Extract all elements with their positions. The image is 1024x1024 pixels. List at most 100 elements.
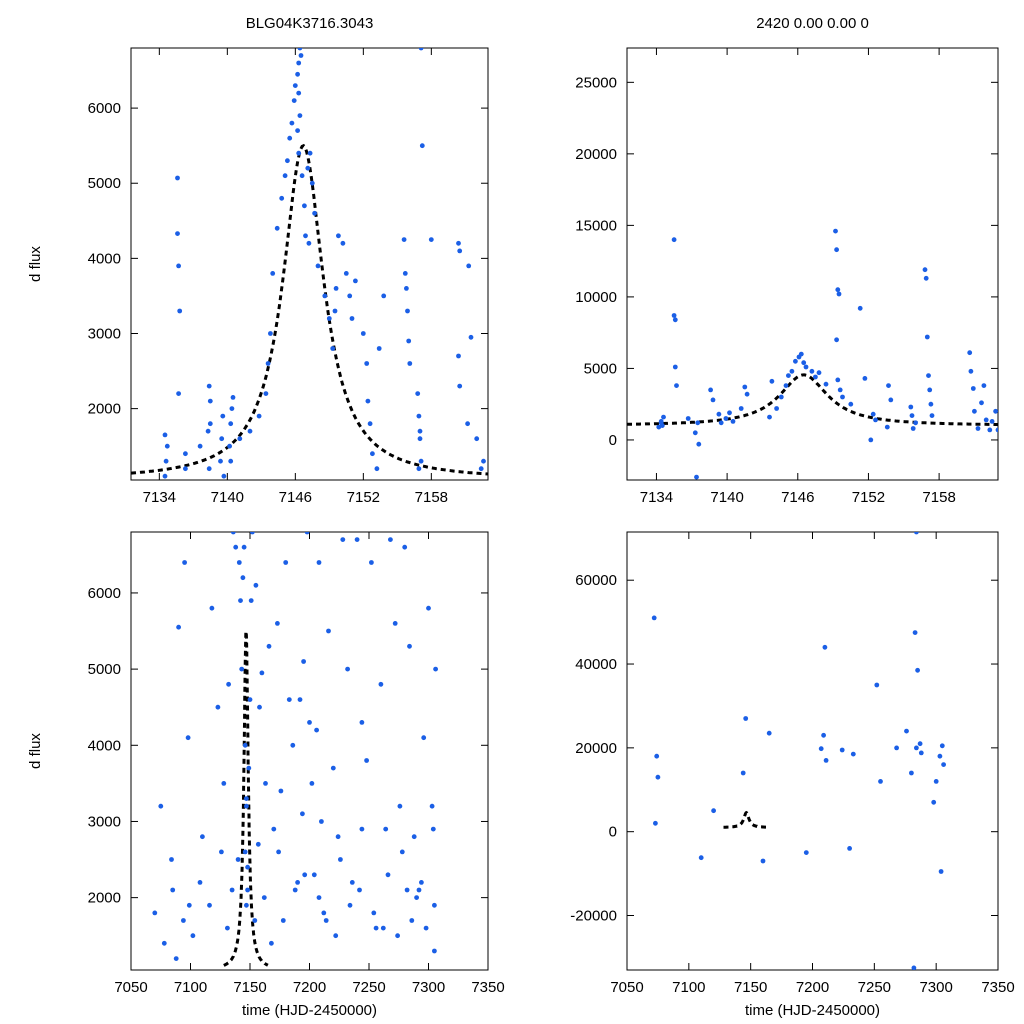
y-tick-label: 25000 <box>575 74 617 91</box>
data-point <box>850 751 856 757</box>
data-point <box>303 233 308 239</box>
data-point <box>478 466 484 472</box>
data-point <box>200 834 205 840</box>
data-point <box>175 175 180 181</box>
data-point <box>941 762 946 767</box>
data-point <box>740 770 746 776</box>
data-point <box>970 386 976 391</box>
data-point <box>967 350 973 356</box>
y-tick-label: 20000 <box>575 740 617 757</box>
data-point <box>862 376 868 381</box>
y-tick-label: 3000 <box>88 813 121 830</box>
data-point <box>654 753 660 759</box>
plot-frame <box>626 47 999 481</box>
x-tick-label: 7050 <box>610 979 643 996</box>
data-point <box>417 436 423 442</box>
data-point <box>402 271 408 276</box>
panel-bottom-left: 7050 7100 7150 7200 7250 7300 7350 2000 3000 4000… <box>27 531 505 1019</box>
data-point <box>282 173 288 179</box>
data-point <box>910 426 916 431</box>
data-point <box>931 799 937 805</box>
y-tick-label: 6000 <box>88 100 121 117</box>
data-point <box>671 237 677 243</box>
data-point <box>457 248 463 254</box>
data-point <box>374 466 380 472</box>
data-point <box>292 887 298 893</box>
y-tick-label: -20000 <box>570 908 617 925</box>
data-point <box>888 397 894 403</box>
data-point <box>938 869 944 874</box>
data-point <box>432 902 437 908</box>
plot-area <box>651 532 946 970</box>
x-tick-label: 7134 <box>640 489 673 506</box>
data-point <box>295 128 300 134</box>
data-point <box>250 532 255 535</box>
data-point <box>209 605 215 611</box>
data-point <box>886 383 891 388</box>
data-point <box>252 918 258 923</box>
data-point <box>206 383 212 389</box>
data-point <box>868 437 874 443</box>
data-point <box>836 291 842 297</box>
data-point <box>421 735 427 741</box>
data-point <box>218 458 223 464</box>
data-point <box>330 765 336 771</box>
data-point <box>304 532 310 535</box>
x-tick-label: 7100 <box>672 979 705 996</box>
data-point <box>909 770 914 776</box>
data-point <box>220 413 226 419</box>
data-point <box>247 428 253 434</box>
data-point <box>182 560 188 565</box>
y-axis-label: d flux <box>27 733 44 769</box>
data-point <box>692 430 698 436</box>
data-point <box>323 918 329 923</box>
data-point <box>968 368 974 374</box>
data-point <box>256 413 262 419</box>
data-point <box>711 808 716 814</box>
data-point <box>767 414 772 420</box>
data-point <box>364 361 370 366</box>
data-point <box>423 925 429 931</box>
x-tick-label: 7158 <box>415 489 448 506</box>
data-point <box>239 666 245 672</box>
y-tick-label: 3000 <box>88 325 121 342</box>
data-point <box>835 287 841 293</box>
data-point <box>655 774 661 780</box>
x-tick-label: 7150 <box>734 979 767 996</box>
data-point <box>474 436 480 442</box>
data-point <box>407 643 412 649</box>
data-point <box>388 537 393 542</box>
data-point <box>316 560 322 565</box>
y-tick-label: 2000 <box>88 401 121 418</box>
data-point <box>330 346 336 351</box>
data-point <box>983 417 989 423</box>
data-point <box>698 855 704 861</box>
data-point <box>226 681 232 687</box>
data-point <box>995 427 998 433</box>
data-point <box>428 237 434 243</box>
data-point <box>766 730 772 736</box>
data-point <box>402 544 408 550</box>
data-point <box>244 803 249 809</box>
data-point <box>266 643 272 649</box>
data-point <box>316 895 322 900</box>
data-point <box>305 165 311 171</box>
y-tick-label: 10000 <box>575 289 617 306</box>
x-tick-label: 7250 <box>352 979 385 996</box>
y-tick-label: 20000 <box>575 146 617 163</box>
data-point <box>730 419 736 424</box>
data-point <box>878 779 883 784</box>
data-point <box>219 849 224 855</box>
data-point <box>274 225 280 231</box>
data-point <box>392 621 398 626</box>
data-point <box>823 758 829 763</box>
data-point <box>158 803 164 809</box>
data-point <box>169 857 174 862</box>
data-point <box>672 364 678 370</box>
data-point <box>813 374 818 380</box>
data-point <box>839 747 845 753</box>
data-point <box>653 820 658 826</box>
data-point <box>275 621 280 626</box>
data-point <box>912 630 918 635</box>
data-point <box>345 666 350 672</box>
